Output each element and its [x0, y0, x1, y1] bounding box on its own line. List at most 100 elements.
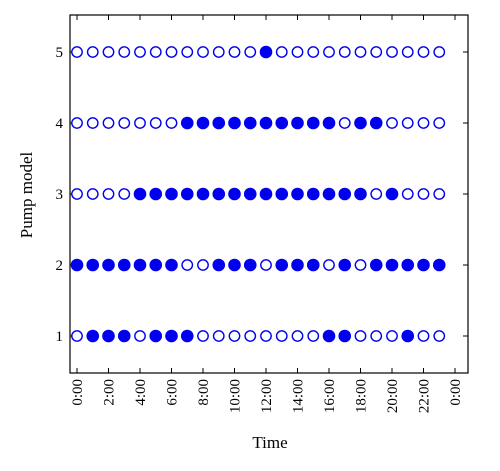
marker-off [181, 259, 194, 271]
marker-on [322, 187, 336, 201]
marker-off [165, 46, 178, 58]
marker-off [197, 46, 209, 58]
marker-on [354, 187, 367, 201]
marker-off [386, 330, 398, 342]
marker-off [323, 46, 335, 58]
marker-off [71, 117, 83, 129]
marker-on [165, 187, 178, 201]
marker-off [212, 330, 225, 342]
marker-on [212, 187, 226, 201]
marker-off [370, 188, 383, 200]
marker-off [228, 330, 241, 342]
marker-off [417, 188, 430, 200]
marker-off [417, 330, 430, 342]
y-tick-label: 5 [56, 45, 64, 61]
marker-off [291, 46, 304, 58]
marker-on [165, 329, 178, 343]
marker-off [433, 46, 446, 58]
marker-on [369, 258, 383, 272]
marker-off [338, 117, 351, 129]
marker-off [291, 330, 304, 342]
marker-off [275, 46, 288, 58]
marker-off [228, 46, 241, 58]
marker-off [323, 259, 335, 271]
marker-off [338, 46, 351, 58]
marker-off [118, 188, 131, 200]
marker-off [275, 330, 288, 342]
marker-on [117, 329, 131, 343]
marker-on [259, 116, 273, 130]
x-tick-label: 0:00 [448, 379, 464, 406]
marker-off [260, 259, 272, 271]
marker-on [259, 187, 273, 201]
marker-off [86, 46, 99, 58]
x-tick-label: 4:00 [133, 379, 149, 406]
marker-on [212, 116, 226, 130]
marker-off [197, 330, 209, 342]
marker-on [275, 187, 289, 201]
marker-off [417, 46, 430, 58]
marker-on [432, 258, 446, 272]
marker-on [338, 258, 352, 272]
marker-off [386, 117, 398, 129]
marker-off [181, 46, 194, 58]
x-tick-label: 18:00 [354, 379, 370, 413]
y-tick-label: 2 [56, 258, 64, 274]
x-tick-label: 14:00 [291, 379, 307, 413]
marker-off [134, 117, 146, 129]
marker-on [149, 258, 163, 272]
marker-off [386, 46, 398, 58]
marker-on [306, 258, 320, 272]
marker-off [102, 117, 115, 129]
marker-off [370, 46, 383, 58]
marker-off [244, 46, 257, 58]
marker-off [197, 259, 209, 271]
marker-off [417, 117, 430, 129]
marker-on [180, 116, 194, 130]
x-tick-label: 20:00 [385, 379, 401, 413]
marker-off [71, 330, 83, 342]
marker-off [433, 188, 446, 200]
x-tick-label: 12:00 [259, 379, 275, 413]
marker-off [370, 330, 383, 342]
marker-on [86, 329, 100, 343]
marker-off [71, 46, 83, 58]
marker-on [275, 116, 289, 130]
marker-on [385, 258, 399, 272]
marker-on [86, 258, 100, 272]
marker-off [134, 330, 146, 342]
marker-on [275, 258, 289, 272]
marker-on [306, 187, 320, 201]
marker-off [165, 117, 178, 129]
marker-off [149, 117, 162, 129]
marker-off [118, 46, 131, 58]
y-tick-label: 1 [56, 329, 64, 345]
marker-on [117, 258, 131, 272]
marker-on [243, 258, 257, 272]
data-markers [70, 45, 446, 343]
x-tick-label: 0:00 [70, 379, 86, 406]
x-tick-label: 10:00 [228, 379, 244, 413]
marker-on [401, 329, 415, 343]
x-tick-label: 22:00 [417, 379, 433, 413]
marker-on [70, 258, 84, 272]
marker-on [228, 187, 241, 201]
marker-on [133, 258, 147, 272]
marker-on [149, 329, 163, 343]
x-tick-label: 8:00 [196, 379, 212, 406]
marker-off [102, 188, 115, 200]
marker-on [149, 187, 163, 201]
marker-off [354, 330, 367, 342]
marker-on [133, 187, 147, 201]
marker-on [180, 187, 194, 201]
marker-on [306, 116, 320, 130]
marker-on [385, 187, 399, 201]
marker-off [401, 46, 414, 58]
marker-off [307, 330, 320, 342]
marker-on [401, 258, 415, 272]
marker-off [86, 188, 99, 200]
marker-on [369, 116, 383, 130]
y-axis-title: Pump model [17, 152, 36, 239]
marker-on [212, 258, 226, 272]
